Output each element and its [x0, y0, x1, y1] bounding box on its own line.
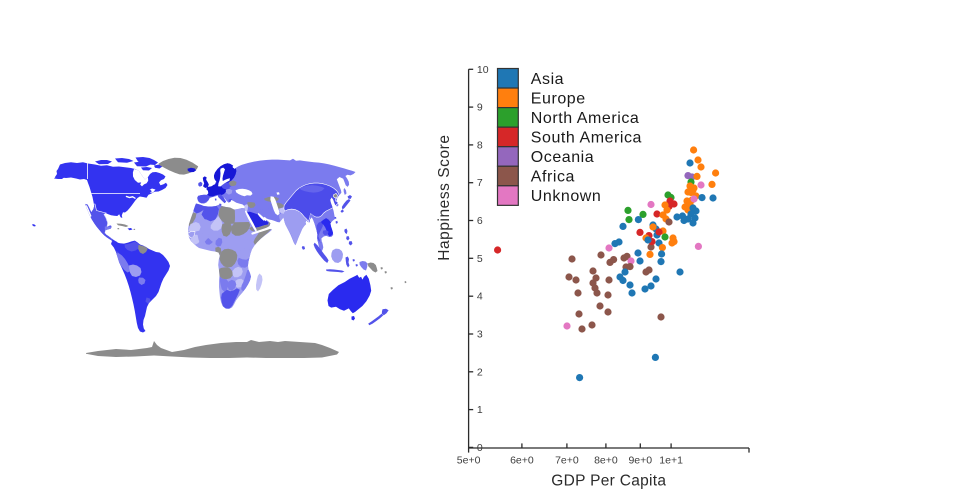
svg-text:0: 0	[477, 442, 483, 454]
svg-text:North America: North America	[531, 110, 640, 127]
svg-text:6e+0: 6e+0	[510, 455, 534, 467]
svg-text:9e+0: 9e+0	[628, 455, 652, 467]
svg-text:6: 6	[477, 215, 483, 227]
svg-text:Asia: Asia	[531, 71, 564, 88]
svg-text:1e+1: 1e+1	[659, 455, 683, 467]
svg-text:Unknown: Unknown	[531, 188, 602, 205]
svg-text:South America: South America	[531, 129, 642, 146]
svg-text:8: 8	[477, 139, 483, 151]
svg-text:Europe: Europe	[531, 90, 586, 107]
svg-text:5e+0: 5e+0	[457, 455, 481, 467]
svg-text:2: 2	[477, 366, 483, 378]
svg-text:9: 9	[477, 102, 483, 114]
svg-text:3: 3	[477, 329, 483, 341]
svg-text:Oceania: Oceania	[531, 149, 594, 166]
svg-text:10: 10	[477, 64, 489, 76]
svg-text:7e+0: 7e+0	[555, 455, 579, 467]
svg-text:Africa: Africa	[531, 169, 575, 186]
svg-text:5: 5	[477, 253, 483, 265]
svg-text:7: 7	[477, 177, 483, 189]
svg-text:Happiness Score: Happiness Score	[436, 134, 453, 260]
svg-text:1: 1	[477, 404, 483, 416]
svg-text:GDP Per Capita: GDP Per Capita	[551, 473, 666, 490]
svg-text:4: 4	[477, 291, 483, 303]
svg-text:8e+0: 8e+0	[594, 455, 618, 467]
